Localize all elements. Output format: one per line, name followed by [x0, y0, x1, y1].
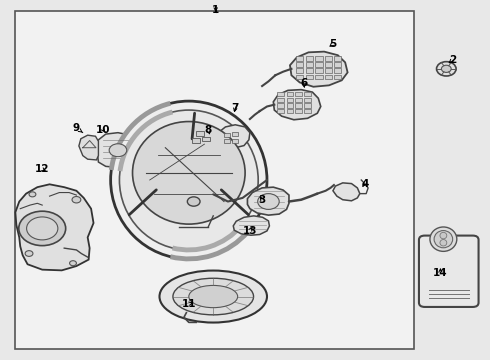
Polygon shape — [79, 135, 98, 160]
Ellipse shape — [189, 285, 238, 308]
Ellipse shape — [111, 101, 267, 259]
Polygon shape — [184, 127, 220, 150]
Ellipse shape — [430, 227, 457, 251]
Ellipse shape — [120, 110, 258, 250]
Text: 14: 14 — [433, 268, 448, 278]
Text: 1: 1 — [212, 5, 220, 15]
Bar — [15, 12, 414, 348]
Bar — [316, 68, 323, 73]
Text: 3: 3 — [259, 195, 266, 205]
Bar — [304, 92, 311, 96]
Bar — [304, 98, 311, 102]
Bar — [304, 109, 311, 113]
Bar — [306, 68, 313, 73]
Bar — [277, 103, 284, 108]
Circle shape — [72, 197, 81, 203]
Bar — [224, 139, 230, 143]
Bar — [196, 131, 204, 135]
Circle shape — [437, 62, 456, 76]
Bar — [296, 68, 303, 73]
Polygon shape — [290, 51, 347, 87]
Bar — [325, 56, 332, 60]
Polygon shape — [333, 183, 360, 201]
Bar — [304, 103, 311, 108]
Bar — [295, 103, 302, 108]
Text: 4: 4 — [361, 179, 368, 189]
Text: 5: 5 — [329, 39, 337, 49]
Bar — [334, 75, 341, 79]
Bar — [295, 98, 302, 102]
Ellipse shape — [159, 271, 267, 323]
Bar — [277, 98, 284, 102]
Bar — [334, 62, 341, 67]
Bar — [296, 56, 303, 60]
Bar — [316, 75, 323, 79]
Bar — [202, 136, 210, 141]
Circle shape — [441, 65, 451, 72]
Text: 7: 7 — [232, 103, 239, 113]
Bar — [232, 139, 238, 143]
Bar — [316, 62, 323, 67]
Bar — [306, 56, 313, 60]
Text: 11: 11 — [182, 299, 196, 309]
Bar — [325, 75, 332, 79]
Circle shape — [25, 251, 33, 256]
Bar — [287, 98, 294, 102]
Polygon shape — [233, 216, 270, 235]
Ellipse shape — [173, 278, 253, 315]
Polygon shape — [97, 133, 138, 167]
Bar — [277, 109, 284, 113]
Text: 9: 9 — [73, 123, 83, 133]
Bar — [334, 56, 341, 60]
Polygon shape — [15, 184, 94, 270]
Bar — [325, 62, 332, 67]
Polygon shape — [247, 187, 289, 215]
Bar — [296, 62, 303, 67]
Bar — [287, 92, 294, 96]
Bar — [277, 92, 284, 96]
Bar — [287, 103, 294, 108]
Polygon shape — [273, 90, 321, 120]
Text: 13: 13 — [243, 226, 257, 236]
Bar — [306, 62, 313, 67]
Circle shape — [109, 144, 127, 157]
Polygon shape — [220, 125, 250, 148]
Bar — [232, 132, 238, 136]
Text: 8: 8 — [205, 125, 212, 135]
Circle shape — [29, 192, 36, 197]
Circle shape — [19, 211, 66, 246]
Ellipse shape — [440, 232, 447, 239]
Text: 12: 12 — [35, 164, 49, 174]
Text: 6: 6 — [300, 78, 307, 88]
Bar — [325, 68, 332, 73]
Circle shape — [70, 261, 76, 266]
Circle shape — [258, 194, 279, 210]
Text: 10: 10 — [96, 125, 111, 135]
Ellipse shape — [132, 122, 245, 224]
Ellipse shape — [434, 230, 453, 248]
Bar — [306, 75, 313, 79]
Text: 2: 2 — [449, 55, 456, 65]
Bar — [296, 75, 303, 79]
Circle shape — [26, 217, 58, 240]
Bar — [295, 109, 302, 113]
Bar — [334, 68, 341, 73]
Bar — [192, 138, 200, 143]
Circle shape — [187, 197, 200, 206]
FancyBboxPatch shape — [419, 235, 479, 307]
Bar — [295, 92, 302, 96]
Bar — [224, 134, 230, 137]
Bar — [316, 56, 323, 60]
Ellipse shape — [440, 239, 447, 246]
Bar — [287, 109, 294, 113]
